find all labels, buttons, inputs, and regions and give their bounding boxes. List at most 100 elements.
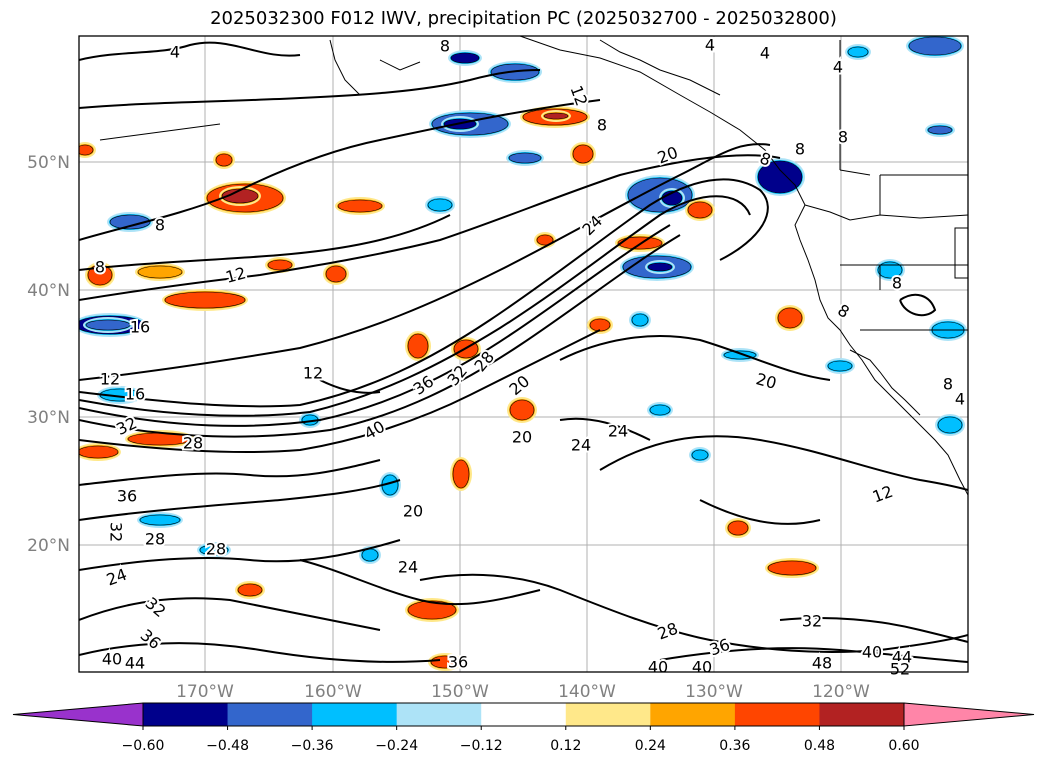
contour-label: 28 bbox=[183, 434, 203, 453]
precip-blob bbox=[79, 144, 94, 156]
precip-blob bbox=[325, 265, 347, 283]
precip-blob bbox=[361, 548, 379, 562]
precip-blob bbox=[937, 416, 963, 434]
colorbar-extend-high bbox=[903, 702, 1035, 727]
colorbar-segment bbox=[143, 703, 229, 726]
contour-label: 44 bbox=[125, 654, 145, 673]
contour-label: 28 bbox=[145, 530, 165, 549]
precip-blob bbox=[757, 160, 803, 194]
precip-blob bbox=[337, 199, 383, 213]
colorbar-segment bbox=[396, 703, 482, 726]
precip-blob bbox=[877, 261, 903, 279]
contour-label: 8 bbox=[155, 216, 165, 235]
latitude-label: 50°N bbox=[27, 153, 70, 173]
precip-blob bbox=[543, 112, 569, 120]
colorbar-segment bbox=[312, 703, 398, 726]
contour-label: 20 bbox=[403, 502, 423, 521]
colorbar-segment bbox=[819, 703, 905, 726]
precip-blob bbox=[407, 600, 457, 620]
precip-blob bbox=[617, 236, 663, 250]
precip-blob bbox=[691, 449, 709, 461]
colorbar-tick-label: 0.60 bbox=[888, 738, 919, 754]
precip-blob bbox=[727, 520, 749, 536]
precip-blob bbox=[199, 544, 229, 556]
precip-blob bbox=[647, 262, 673, 272]
contour-label: 16 bbox=[130, 318, 150, 337]
contour-label: 48 bbox=[812, 654, 832, 673]
colorbar-segment bbox=[481, 703, 567, 726]
contour-label: 36 bbox=[117, 487, 137, 506]
precip-blob bbox=[427, 198, 453, 212]
contour-label: 12 bbox=[303, 364, 323, 383]
precip-blob bbox=[927, 125, 953, 135]
precip-blob bbox=[237, 583, 263, 597]
contour-label: 4 bbox=[705, 36, 715, 55]
contour-label: 32 bbox=[107, 522, 126, 542]
contour-label: 32 bbox=[802, 612, 822, 631]
contour-label: 40 bbox=[692, 658, 712, 677]
contour-label: 40 bbox=[862, 643, 882, 662]
plot-frame bbox=[78, 35, 969, 673]
precip-blob bbox=[767, 560, 817, 576]
contour-label: 8 bbox=[838, 128, 848, 147]
precip-blob bbox=[827, 360, 853, 372]
contour-label: 8 bbox=[795, 140, 805, 159]
colorbar-tick-label: 0.36 bbox=[719, 738, 750, 754]
latitude-labels: 50°N 40°N 30°N 20°N bbox=[27, 153, 70, 556]
chart-title: 2025032300 F012 IWV, precipitation PC (2… bbox=[210, 8, 837, 29]
colorbar-tick-label: 0.12 bbox=[550, 738, 581, 754]
precip-blob bbox=[572, 144, 594, 164]
contour-label: 8 bbox=[95, 258, 105, 277]
contour-label: 20 bbox=[512, 428, 532, 447]
longitude-label: 160°W bbox=[304, 682, 362, 702]
contour-label: 44 bbox=[892, 648, 912, 667]
longitude-label: 140°W bbox=[558, 682, 616, 702]
colorbar-tick-label: −0.36 bbox=[291, 738, 334, 754]
colorbar-segment bbox=[650, 703, 736, 726]
colorbar-tick-label: 0.24 bbox=[635, 738, 666, 754]
colorbar bbox=[12, 702, 1035, 727]
precip-blob bbox=[631, 313, 649, 327]
contour-label: 36 bbox=[448, 653, 468, 672]
longitude-label: 170°W bbox=[176, 682, 234, 702]
colorbar-frame bbox=[142, 702, 905, 727]
precip-blob bbox=[687, 201, 713, 219]
precip-blob bbox=[85, 319, 131, 331]
precip-blob bbox=[164, 291, 246, 309]
longitude-label: 120°W bbox=[812, 682, 870, 702]
precip-blob bbox=[215, 153, 233, 167]
precip-blob bbox=[450, 52, 480, 64]
colorbar-tick-label: −0.24 bbox=[375, 738, 418, 754]
contour-label: 24 bbox=[571, 436, 591, 455]
colorbar-tick-labels: −0.60 −0.48 −0.36 −0.24 −0.12 0.12 0.24 0.36 0.4… bbox=[122, 726, 920, 754]
latitude-label: 30°N bbox=[27, 408, 70, 428]
contour-label: 16 bbox=[125, 385, 145, 404]
colorbar-tick-label: −0.48 bbox=[206, 738, 249, 754]
precip-blob bbox=[536, 234, 554, 246]
longitude-labels: 170°W 160°W 150°W 140°W 130°W 120°W bbox=[176, 682, 870, 702]
precip-blob bbox=[847, 46, 869, 58]
precip-blob bbox=[267, 259, 293, 271]
precip-blob bbox=[777, 307, 803, 329]
precip-blob bbox=[509, 399, 535, 421]
contour-label: 4 bbox=[955, 390, 965, 409]
contour-label: 12 bbox=[100, 370, 120, 389]
longitude-label: 150°W bbox=[431, 682, 489, 702]
precip-blob bbox=[139, 514, 181, 526]
precip-blob bbox=[649, 404, 671, 416]
contour-label: 24 bbox=[398, 558, 418, 577]
precip-blob bbox=[430, 655, 460, 669]
contour-label: 4 bbox=[170, 43, 180, 62]
latitude-label: 40°N bbox=[27, 281, 70, 301]
contour-label: 8 bbox=[892, 274, 902, 293]
precip-blob bbox=[508, 152, 542, 164]
contour-label: 40 bbox=[102, 650, 122, 669]
contour-label: 4 bbox=[833, 58, 843, 77]
plot-area bbox=[79, 36, 968, 672]
contour-label: 40 bbox=[648, 658, 668, 677]
coastline bbox=[99, 36, 968, 496]
colorbar-segment bbox=[734, 703, 820, 726]
contour-label: 24 bbox=[608, 422, 628, 441]
precip-blob bbox=[79, 445, 119, 459]
contour-label: 8 bbox=[440, 37, 450, 56]
